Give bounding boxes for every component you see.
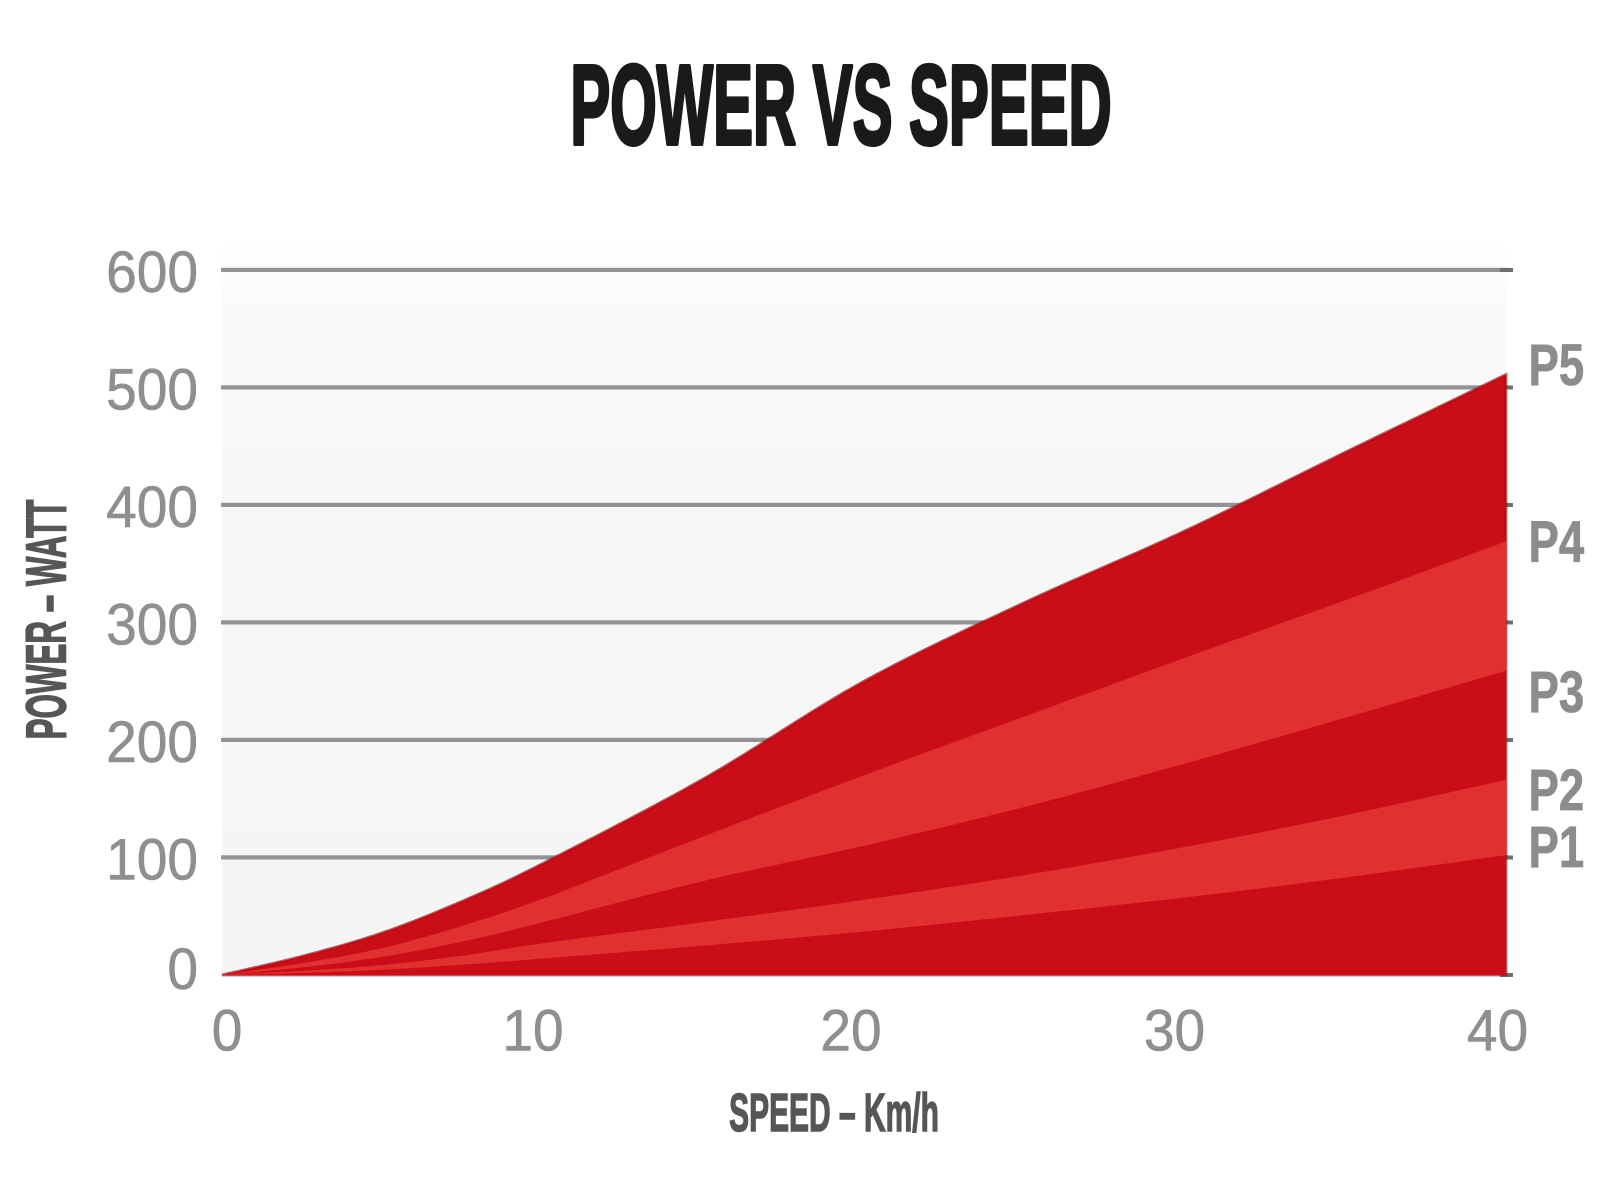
svg-text:P1: P1 [1529, 816, 1585, 881]
svg-text:P5: P5 [1529, 334, 1585, 399]
svg-text:300: 300 [106, 592, 198, 657]
svg-text:SPEED – Km/h: SPEED – Km/h [729, 1083, 939, 1144]
svg-text:20: 20 [820, 998, 881, 1063]
svg-text:30: 30 [1144, 998, 1205, 1063]
svg-text:400: 400 [106, 475, 198, 540]
svg-text:POWER – WATT: POWER – WATT [13, 500, 77, 740]
svg-text:P3: P3 [1529, 661, 1585, 726]
svg-text:200: 200 [106, 710, 198, 775]
svg-text:100: 100 [106, 827, 198, 892]
svg-text:0: 0 [167, 937, 198, 1002]
svg-text:POWER VS SPEED: POWER VS SPEED [570, 43, 1111, 169]
svg-text:0: 0 [212, 998, 243, 1063]
svg-text:40: 40 [1467, 998, 1528, 1063]
svg-text:500: 500 [106, 357, 198, 422]
svg-text:10: 10 [502, 998, 563, 1063]
svg-text:P2: P2 [1529, 759, 1585, 824]
svg-text:600: 600 [106, 240, 198, 305]
svg-text:P4: P4 [1529, 510, 1585, 575]
